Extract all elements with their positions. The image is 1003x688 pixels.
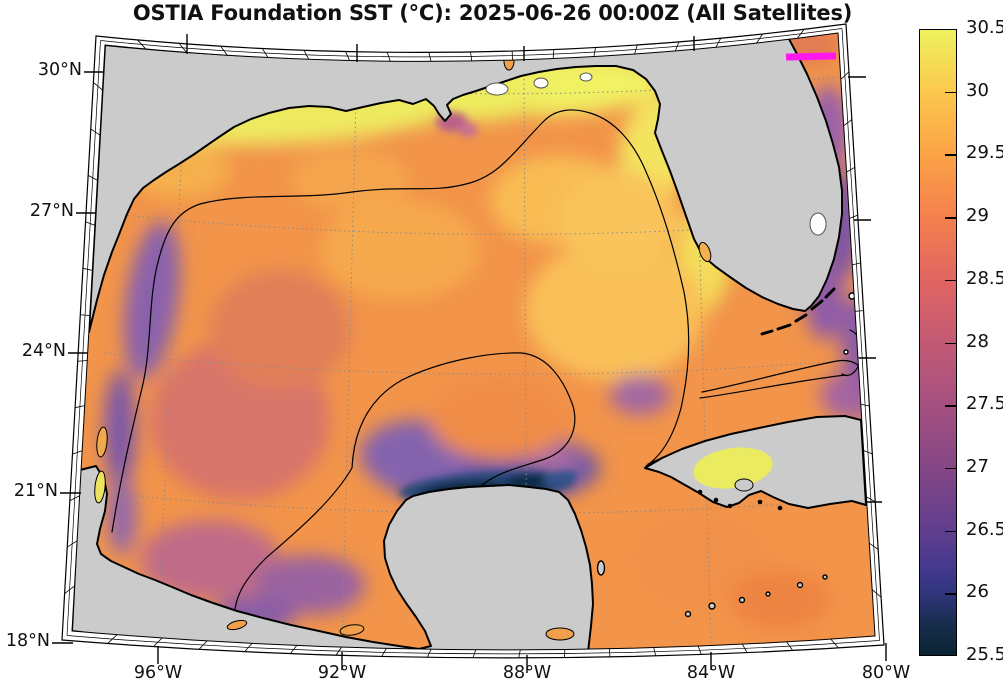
land-mexico-yucatan <box>72 465 594 650</box>
colorbar-tick-label: 30.5 <box>966 17 1003 38</box>
lon-tick-label: 92°W <box>317 663 367 683</box>
colorbar-tick-label: 30 <box>966 79 989 101</box>
colorbar-tick <box>945 91 956 94</box>
lat-tick-label: 24°N <box>21 341 66 361</box>
isla-juventud <box>734 478 754 492</box>
lat-tick-label: 18°N <box>5 631 50 651</box>
lakes <box>485 72 827 236</box>
map-area <box>72 33 875 650</box>
colorbar-tick <box>945 279 956 282</box>
lon-tick-label: 88°W <box>502 663 552 683</box>
chart-title: OSTIA Foundation SST (°C): 2025-06-26 00… <box>132 1 853 25</box>
lon-tick-label: 84°W <box>686 663 736 683</box>
colorbar-tick <box>945 154 956 156</box>
colorbar-tick-label: 29.5 <box>966 142 1003 164</box>
gulf-of-batabano-shallow <box>693 447 773 489</box>
land <box>72 33 867 650</box>
small-islands <box>596 292 862 618</box>
colorbar-tick <box>945 467 956 470</box>
colorbar-tick-label: 26.5 <box>966 518 1003 540</box>
colorbar-tick-label: 28 <box>966 330 989 352</box>
lake-okeechobee <box>809 212 827 236</box>
coastal-lagoons <box>94 51 712 641</box>
map-frame-inner <box>71 32 876 651</box>
colorbar-tick-label: 26 <box>966 581 989 603</box>
colorbar-tick-label: 29 <box>966 205 989 227</box>
colorbar-tick <box>945 593 956 595</box>
axis-ticks <box>52 34 887 673</box>
florida-keys <box>760 287 836 336</box>
colorbar <box>919 29 957 656</box>
colorbar-tick <box>945 217 956 219</box>
colorbar-tick <box>945 405 956 407</box>
lon-tick-label: 80°W <box>861 663 911 683</box>
colorbar-tick-label: 27 <box>966 455 989 477</box>
colorbar-tick-label: 28.5 <box>966 267 1003 289</box>
lat-tick-label: 30°N <box>37 60 82 80</box>
colorbar-tick-label: 25.5 <box>966 644 1003 665</box>
colorbar-tick-label: 27.5 <box>966 393 1003 415</box>
magenta-marker <box>785 52 837 61</box>
lat-tick-label: 27°N <box>29 201 74 221</box>
colorbar-tick <box>945 530 956 533</box>
lat-tick-label: 21°N <box>13 481 58 501</box>
cozumel-island <box>596 560 606 576</box>
lon-tick-label: 96°W <box>133 663 183 683</box>
colorbar-tick <box>945 342 956 345</box>
